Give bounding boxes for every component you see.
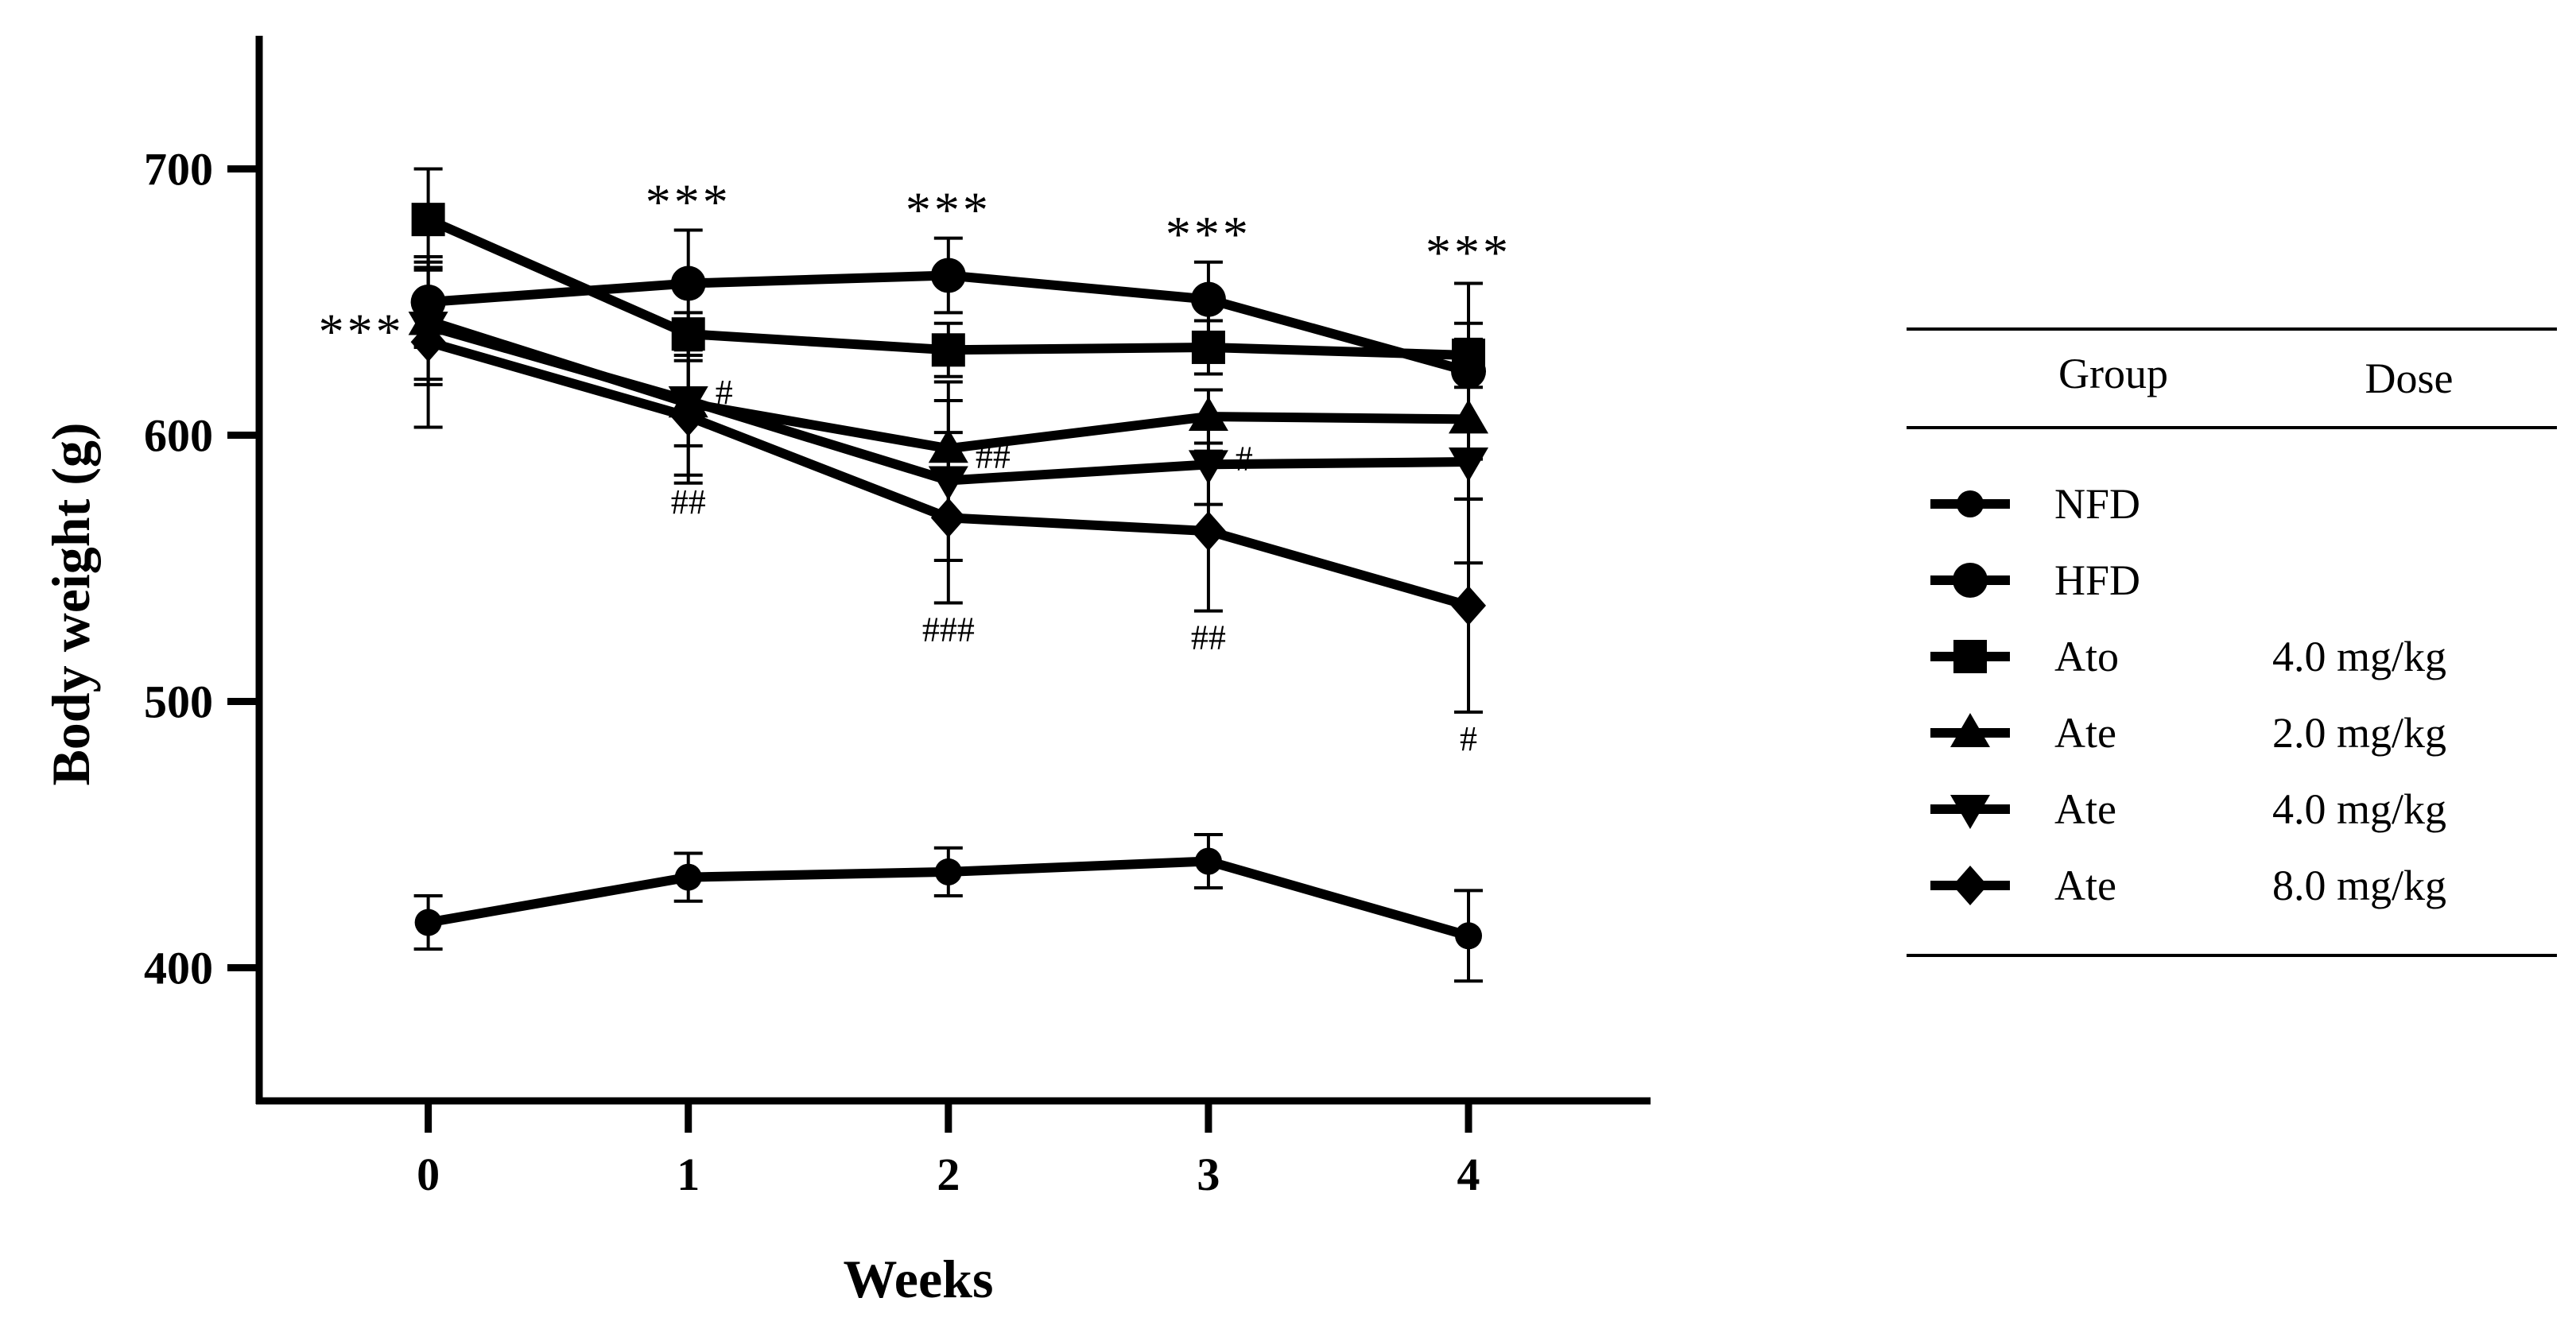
data-point — [414, 909, 442, 936]
legend-dose-label: 8.0 mg/kg — [2272, 862, 2446, 909]
data-point — [670, 265, 706, 301]
legend-entry: NFD — [1930, 480, 2140, 528]
x-tick-label: 2 — [937, 1149, 960, 1200]
data-point — [930, 258, 966, 293]
data-point — [1191, 330, 1225, 364]
legend-marker — [1957, 490, 1984, 517]
x-axis-title: Weeks — [844, 1249, 994, 1309]
legend-marker — [1950, 795, 1990, 829]
y-tick-label: 700 — [144, 144, 213, 196]
data-point — [931, 333, 965, 367]
y-tick-label: 400 — [144, 943, 213, 994]
data-point — [1451, 585, 1487, 626]
plot-area — [408, 167, 1489, 983]
legend-entry: Ato 4.0 mg/kg — [1930, 633, 2446, 680]
y-tick-label: 600 — [144, 410, 213, 462]
significance-label: ## — [671, 482, 706, 521]
significance-label: *** — [906, 182, 991, 238]
legend-marker — [1953, 640, 1987, 673]
legend-group-label: Ate — [2054, 709, 2116, 757]
y-axis-title: Body weight (g) — [41, 422, 101, 785]
x-tick-label: 4 — [1457, 1149, 1480, 1200]
legend-group-label: NFD — [2054, 480, 2140, 528]
significance-label: # — [1236, 440, 1253, 479]
data-point — [1455, 922, 1483, 950]
legend-entry: HFD — [1930, 556, 2140, 604]
legend-group-label: HFD — [2054, 556, 2140, 604]
legend-dose-label: 2.0 mg/kg — [2272, 709, 2446, 757]
legend-marker — [1953, 866, 1988, 905]
significance-label: ## — [976, 436, 1011, 475]
data-point — [1190, 511, 1226, 552]
annotations: ****** *** *** ***############ — [319, 174, 1511, 758]
significance-label: *** — [319, 303, 405, 359]
y-tick-label: 500 — [144, 676, 213, 728]
x-tick-label: 3 — [1197, 1149, 1220, 1200]
significance-label: *** — [1426, 224, 1511, 281]
significance-label: # — [716, 373, 733, 412]
legend-header-dose: Dose — [2365, 355, 2454, 402]
data-point — [670, 397, 706, 437]
data-point — [1449, 448, 1489, 482]
data-point — [1188, 397, 1228, 432]
legend-marker — [1950, 713, 1990, 747]
significance-label: ## — [1191, 618, 1226, 657]
series-1 — [413, 833, 1484, 983]
data-point — [674, 863, 702, 891]
data-point — [1194, 847, 1222, 875]
data-point — [1190, 281, 1226, 317]
legend-entry: Ate 4.0 mg/kg — [1930, 785, 2446, 833]
x-tick-label: 1 — [677, 1149, 700, 1200]
legend-dose-label: 4.0 mg/kg — [2272, 785, 2446, 833]
significance-label: ### — [922, 610, 975, 649]
series-6 — [410, 255, 1487, 714]
legend-group-label: Ate — [2054, 862, 2116, 909]
significance-label: *** — [1166, 206, 1251, 262]
data-point — [410, 322, 446, 362]
data-point — [934, 858, 962, 885]
x-tick-label: 0 — [417, 1149, 440, 1200]
axes: 400 500 600 700 0 1 2 3 4 Weeks Body weight (g) — [41, 36, 1651, 1309]
legend-entry: Ate 2.0 mg/kg — [1930, 709, 2446, 757]
data-point — [411, 203, 445, 237]
legend-entry: Ate 8.0 mg/kg — [1930, 862, 2446, 909]
legend-group-label: Ate — [2054, 785, 2116, 833]
data-point — [930, 498, 966, 538]
legend-header-group: Group — [2058, 350, 2168, 397]
significance-label: # — [1460, 719, 1477, 758]
legend-marker — [1953, 563, 1988, 598]
legend-group-label: Ato — [2054, 633, 2119, 680]
significance-label: *** — [646, 174, 731, 231]
legend-dose-label: 4.0 mg/kg — [2272, 633, 2446, 680]
